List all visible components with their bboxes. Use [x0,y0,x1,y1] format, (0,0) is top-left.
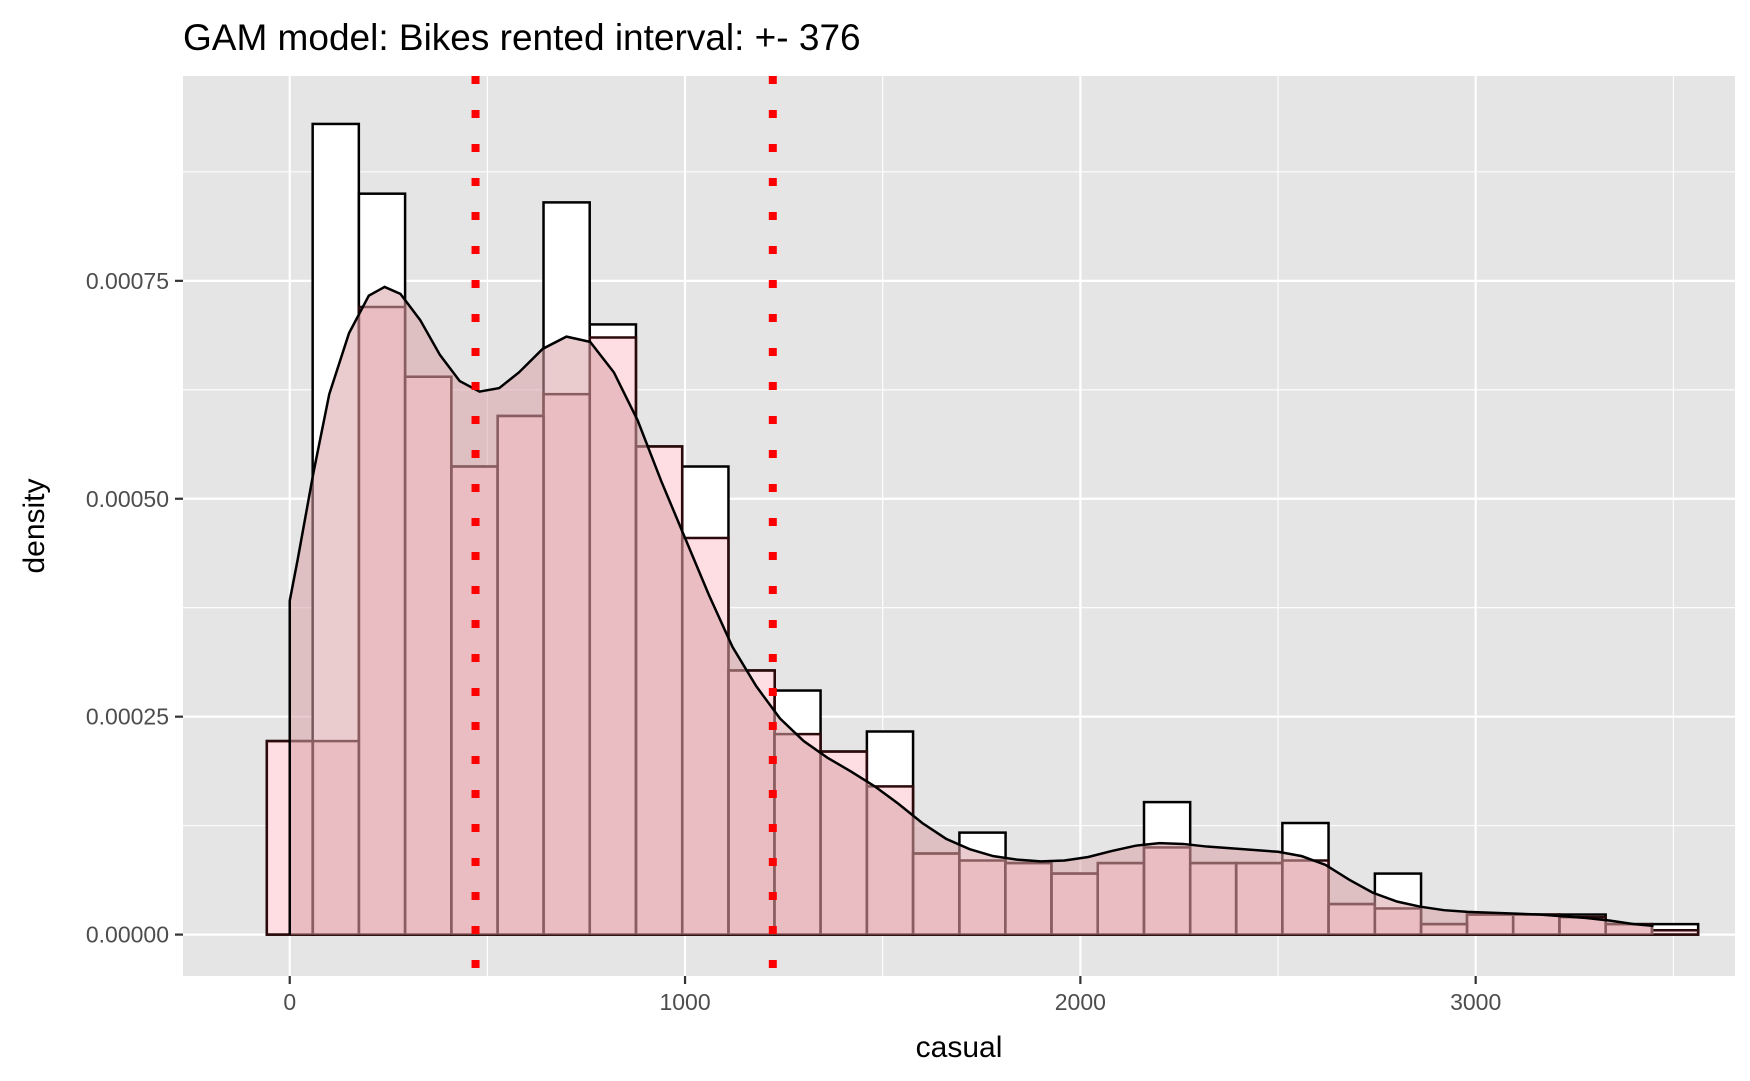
x-tick-label: 1000 [659,989,710,1015]
density-layer [288,285,1654,935]
x-axis-title: casual [916,1031,1003,1064]
y-axis-title: density [18,478,51,573]
y-tick-label: 0.00025 [86,704,169,730]
axis-ticks: 0 1000 2000 3000 0.00000 0.00025 0.00050 0.0007… [86,268,1501,1015]
density-curve [288,285,1654,935]
density-area [289,286,1654,935]
histogram-bar-2 [1650,928,1700,936]
x-tick-label: 0 [283,989,296,1015]
y-tick-label: 0.00075 [86,268,169,294]
chart-title: GAM model: Bikes rented interval: +- 376 [183,17,861,58]
interval-lines [471,76,777,976]
x-tick-label: 3000 [1450,989,1501,1015]
y-tick-label: 0.00000 [86,922,169,948]
x-tick-label: 2000 [1055,989,1106,1015]
y-tick-label: 0.00050 [86,486,169,512]
